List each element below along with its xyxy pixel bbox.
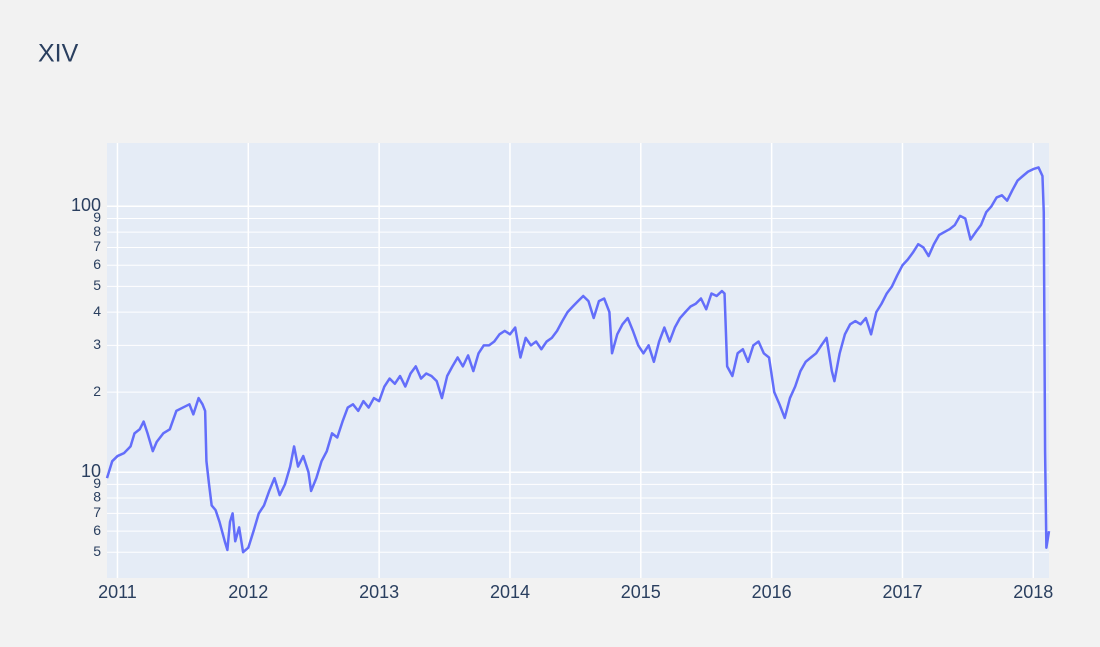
y-tick-label: 7 [93, 238, 101, 254]
x-tick-label: 2013 [359, 582, 399, 602]
y-tick-label: 5 [93, 543, 101, 559]
x-tick-label: 2012 [228, 582, 268, 602]
y-tick-label: 7 [93, 504, 101, 520]
line [105, 166, 1051, 554]
y-tick-label: 8 [93, 223, 101, 239]
y-tick-label: 6 [93, 522, 101, 538]
x-tick-label: 2018 [1013, 582, 1053, 602]
y-tick-label: 4 [93, 303, 101, 319]
y-tick-label: 2 [93, 383, 101, 399]
y-tick-label: 3 [93, 336, 101, 352]
y-tick-label: 5 [93, 277, 101, 293]
x-tick-label: 2015 [621, 582, 661, 602]
chart-title: XIV [38, 40, 79, 68]
y-tick-label: 9 [93, 475, 101, 491]
y-tick-label: 10 [81, 461, 101, 481]
x-tick-label: 2014 [490, 582, 530, 602]
y-tick-label: 9 [93, 209, 101, 225]
x-tick-label: 2011 [98, 582, 137, 602]
x-tick-label: 2017 [882, 582, 922, 602]
y-tick-label: 100 [71, 195, 101, 215]
y-tick-label: 6 [93, 256, 101, 272]
x-tick-label: 2016 [752, 582, 792, 602]
y-tick-label: 8 [93, 489, 101, 505]
